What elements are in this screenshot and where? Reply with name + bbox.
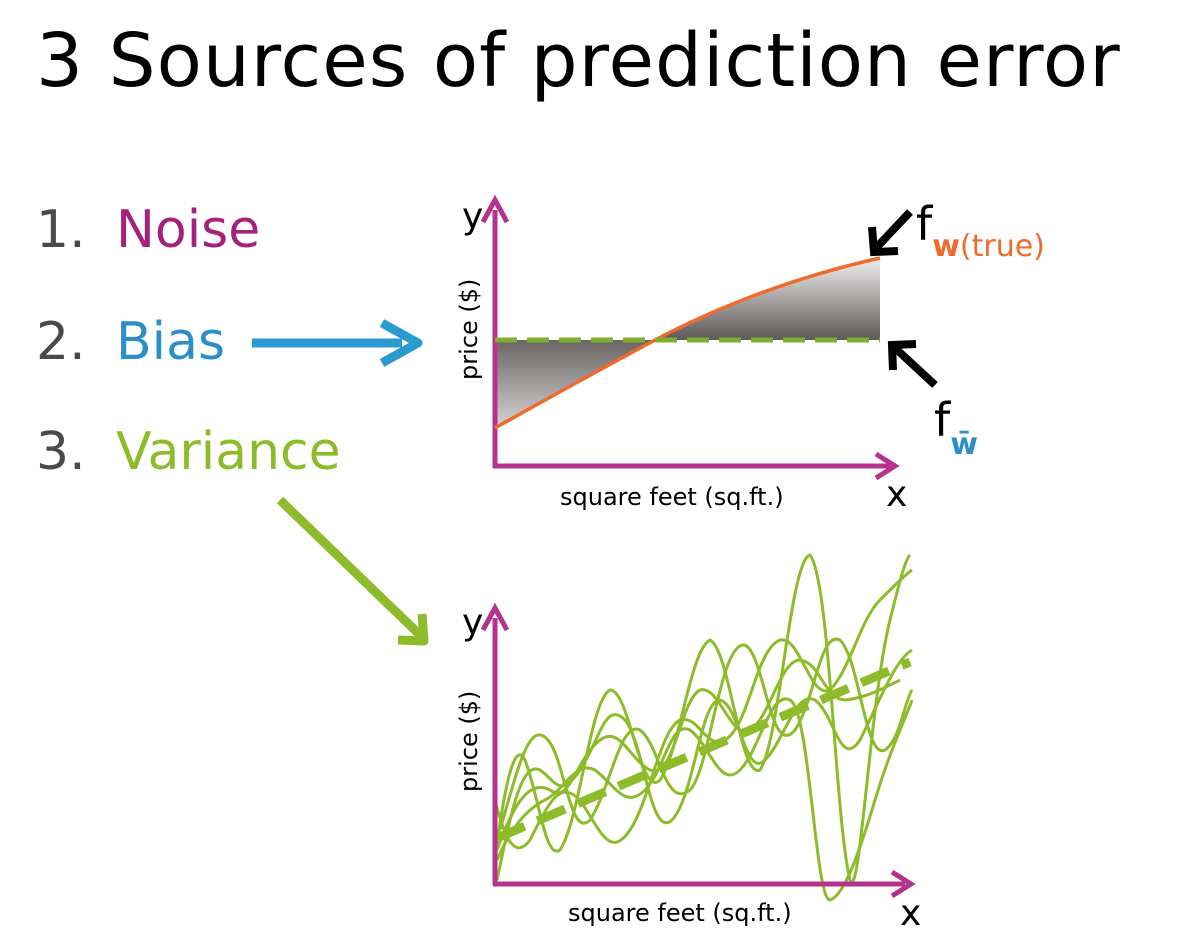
bias-plot: y x price ($) square feet (sq.ft.) fw(tr… bbox=[455, 194, 1045, 515]
list-number: 2. bbox=[36, 312, 86, 372]
variance-fit-curve bbox=[495, 697, 914, 902]
slide-title: 3 Sources of prediction error bbox=[36, 18, 1121, 104]
noise-label: Noise bbox=[116, 200, 261, 260]
variance-fit-curve bbox=[495, 658, 901, 851]
variance-fit-curve bbox=[493, 553, 912, 884]
bias-y-axis-label: price ($) bbox=[455, 279, 483, 380]
y-axis-arrowhead bbox=[480, 194, 510, 224]
list-number: 1. bbox=[36, 200, 86, 260]
variance-fit-curve bbox=[495, 648, 913, 881]
variance-fit-curves bbox=[493, 553, 914, 902]
true-function-true: (true) bbox=[960, 229, 1045, 264]
variance-fit-curve bbox=[493, 568, 913, 850]
variance-fit-curve bbox=[498, 637, 914, 831]
bias-x-axis-label: square feet (sq.ft.) bbox=[560, 483, 784, 511]
x-axis-arrowhead bbox=[874, 451, 900, 481]
bias-pointer-arrow bbox=[252, 319, 423, 367]
variance-pointer-arrow bbox=[276, 496, 429, 646]
list-item-bias: 2. Bias bbox=[36, 312, 225, 372]
y-axis-arrowhead bbox=[480, 602, 510, 632]
true-function-w: w bbox=[932, 229, 960, 264]
variance-y-axis-letter: y bbox=[462, 602, 483, 643]
average-fit-w: w̄ bbox=[950, 427, 978, 462]
bias-region-right bbox=[655, 258, 880, 340]
variance-plot: y x price ($) square feet (sq.ft.) bbox=[455, 553, 921, 932]
list-item-variance: 3. Variance bbox=[36, 422, 341, 482]
average-fit-f: f bbox=[934, 393, 952, 447]
bias-x-axis-letter: x bbox=[886, 474, 907, 515]
variance-x-axis-letter: x bbox=[900, 893, 921, 932]
true-function-label: fw(true) bbox=[916, 197, 1045, 264]
variance-x-axis-label: square feet (sq.ft.) bbox=[568, 899, 792, 927]
bias-label: Bias bbox=[116, 312, 226, 372]
list-number: 3. bbox=[36, 422, 86, 482]
average-fit-label: fw̄ bbox=[934, 393, 978, 462]
variance-average-fit-line bbox=[495, 657, 912, 843]
variance-y-axis-label: price ($) bbox=[455, 691, 483, 792]
x-axis-arrowhead bbox=[890, 869, 916, 899]
bias-region-left bbox=[495, 340, 655, 428]
true-function-f: f bbox=[916, 197, 934, 251]
bias-y-axis-letter: y bbox=[462, 196, 483, 237]
list-item-noise: 1. Noise bbox=[36, 200, 260, 260]
variance-label: Variance bbox=[116, 422, 341, 482]
average-fit-pointer bbox=[887, 340, 938, 388]
true-function-pointer bbox=[868, 209, 913, 257]
